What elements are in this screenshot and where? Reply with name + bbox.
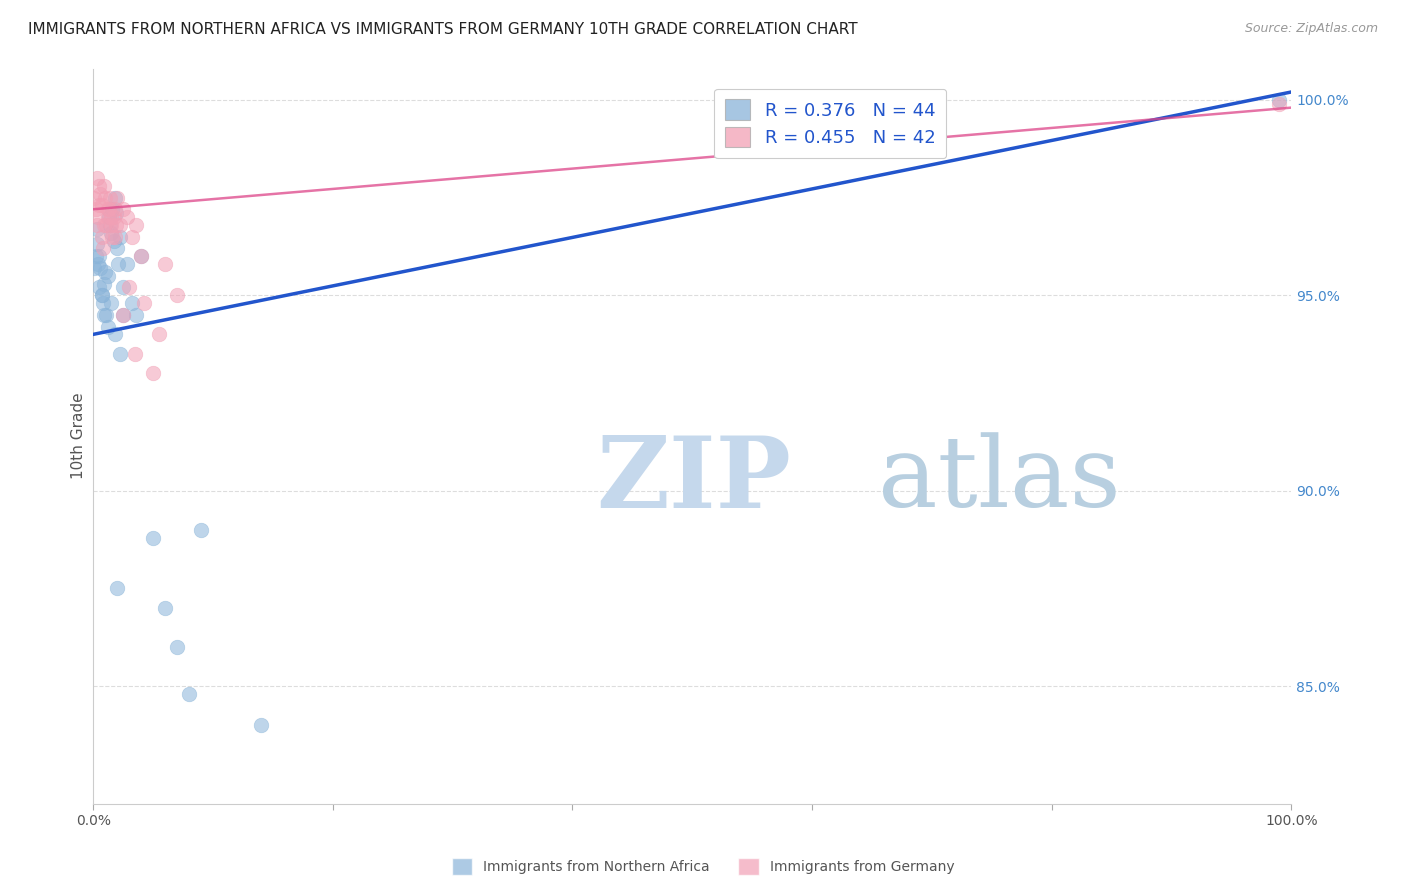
Point [101, 202, 124, 217]
Point [91, 241, 114, 255]
Point [94, 265, 117, 279]
Point [83, 260, 105, 275]
Point [142, 367, 165, 381]
Point [250, 718, 273, 732]
Point [112, 280, 135, 294]
Point [96, 218, 118, 232]
Point [1268, 96, 1291, 111]
Point [115, 257, 138, 271]
Point [115, 210, 138, 224]
Point [89, 280, 111, 294]
Point [105, 190, 128, 204]
Point [90, 229, 112, 244]
Point [166, 288, 188, 302]
Point [101, 229, 124, 244]
Point [100, 210, 122, 224]
Point [100, 296, 122, 310]
Point [93, 178, 115, 193]
Point [112, 308, 135, 322]
Point [98, 218, 121, 232]
Text: Source: ZipAtlas.com: Source: ZipAtlas.com [1244, 22, 1378, 36]
Point [132, 296, 155, 310]
Point [107, 257, 129, 271]
Point [153, 257, 176, 271]
Point [86, 218, 108, 232]
Point [89, 249, 111, 263]
Point [89, 260, 111, 275]
Point [166, 640, 188, 654]
Point [129, 249, 152, 263]
Point [96, 308, 118, 322]
Point [83, 190, 105, 204]
Point [89, 178, 111, 193]
Text: IMMIGRANTS FROM NORTHERN AFRICA VS IMMIGRANTS FROM GERMANY 10TH GRADE CORRELATIO: IMMIGRANTS FROM NORTHERN AFRICA VS IMMIG… [28, 22, 858, 37]
Point [90, 288, 112, 302]
Point [90, 288, 112, 302]
Point [104, 327, 127, 342]
Point [104, 218, 127, 232]
Text: ZIP: ZIP [596, 432, 792, 529]
Point [103, 234, 125, 248]
Point [87, 210, 110, 224]
Point [97, 210, 120, 224]
Point [104, 229, 127, 244]
Point [89, 186, 111, 201]
Point [97, 202, 120, 217]
Point [100, 226, 122, 240]
Legend: R = 0.376   N = 44, R = 0.455   N = 42: R = 0.376 N = 44, R = 0.455 N = 42 [714, 88, 946, 158]
Point [190, 523, 212, 537]
Point [125, 218, 148, 232]
Point [86, 237, 108, 252]
Point [93, 277, 115, 291]
Point [86, 222, 108, 236]
Point [108, 218, 131, 232]
Point [89, 198, 111, 212]
Point [108, 229, 131, 244]
Point [125, 308, 148, 322]
Point [1268, 93, 1291, 107]
Point [84, 202, 107, 217]
Point [129, 249, 152, 263]
Legend: Immigrants from Northern Africa, Immigrants from Germany: Immigrants from Northern Africa, Immigra… [446, 853, 960, 880]
Point [124, 347, 146, 361]
Point [90, 198, 112, 212]
Point [112, 308, 135, 322]
Text: atlas: atlas [877, 433, 1121, 528]
Point [84, 249, 107, 263]
Point [93, 218, 115, 232]
Point [94, 190, 117, 204]
Point [103, 210, 125, 224]
Point [121, 296, 143, 310]
Point [91, 296, 114, 310]
Point [108, 347, 131, 361]
Point [112, 202, 135, 217]
Point [86, 171, 108, 186]
Point [87, 257, 110, 271]
Point [105, 241, 128, 255]
Point [104, 202, 127, 217]
Point [105, 582, 128, 596]
Y-axis label: 10th Grade: 10th Grade [72, 392, 86, 479]
Point [97, 268, 120, 283]
Point [97, 319, 120, 334]
Point [118, 280, 141, 294]
Point [153, 601, 176, 615]
Point [93, 308, 115, 322]
Point [148, 327, 170, 342]
Point [104, 190, 127, 204]
Point [177, 687, 200, 701]
Point [97, 210, 120, 224]
Point [98, 190, 121, 204]
Point [100, 218, 122, 232]
Point [121, 229, 143, 244]
Point [142, 531, 165, 545]
Point [97, 202, 120, 217]
Point [104, 206, 127, 220]
